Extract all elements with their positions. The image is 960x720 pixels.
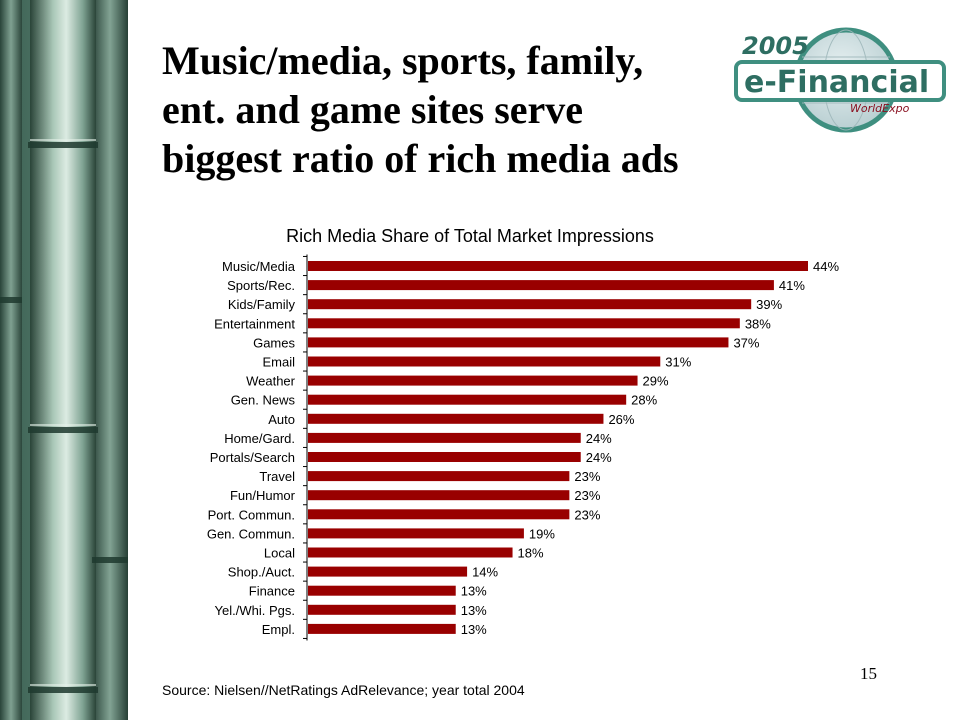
data-label: 13% [461,622,487,637]
category-label: Port. Commun. [208,507,295,522]
category-label: Yel./Whi. Pgs. [215,603,295,618]
slide-title-line: biggest ratio of rich media ads [162,136,679,181]
logo-year: 2005 [742,32,809,60]
category-label: Portals/Search [210,450,295,465]
category-label: Fun/Humor [230,488,296,503]
category-label: Finance [249,584,295,599]
data-label: 31% [665,355,691,370]
bar [308,261,808,271]
data-label: 23% [574,469,600,484]
e-financial-logo: 2005 e-Financial WorldExpo [734,27,946,133]
category-label: Gen. News [231,393,296,408]
category-label: Gen. Commun. [207,526,295,541]
category-label: Sports/Rec. [227,278,295,293]
data-label: 39% [756,297,782,312]
data-label: 23% [574,488,600,503]
rich-media-share-chart: Rich Media Share of Total Market Impress… [207,226,839,641]
data-label: 18% [518,546,544,561]
data-label: 23% [574,507,600,522]
data-label: 19% [529,526,555,541]
data-label: 13% [461,584,487,599]
category-label: Kids/Family [228,297,296,312]
category-label: Travel [259,469,295,484]
bar [308,356,661,367]
source-note: Source: Nielsen//NetRatings AdRelevance;… [162,682,525,698]
bar [308,604,456,615]
category-label: Music/Media [222,259,296,274]
bar [308,490,570,501]
logo-subtitle: WorldExpo [850,102,910,115]
category-label: Email [262,355,295,370]
bar [308,547,513,558]
data-label: 26% [608,412,634,427]
bar [308,509,570,520]
bar [308,432,581,443]
category-label: Weather [246,374,296,389]
bar [308,471,570,482]
data-label: 37% [733,335,759,350]
data-label: 13% [461,603,487,618]
bar [308,566,468,577]
data-label: 24% [586,431,612,446]
bar [308,528,524,539]
data-label: 24% [586,450,612,465]
bar [308,413,604,424]
bar [308,452,581,462]
bar [308,280,774,291]
bar [308,375,638,386]
bamboo-background [0,0,128,720]
category-label: Entertainment [214,316,295,331]
logo-name: e-Financial [744,65,929,100]
bar [308,337,729,348]
category-label: Empl. [262,622,295,637]
data-label: 41% [779,278,805,293]
data-label: 44% [813,259,839,274]
category-label: Games [253,335,295,350]
category-label: Home/Gard. [224,431,295,446]
bar [308,318,740,329]
data-label: 14% [472,565,498,580]
category-label: Shop./Auct. [228,565,295,580]
bar [308,585,456,596]
bar [308,394,627,405]
category-label: Auto [268,412,295,427]
data-label: 28% [631,393,657,408]
slide-title-line: Music/media, sports, family, [162,38,644,83]
data-label: 29% [643,374,669,389]
bar [308,299,752,310]
slide-title: Music/media, sports, family, ent. and ga… [162,36,722,183]
data-label: 38% [745,316,771,331]
chart-title: Rich Media Share of Total Market Impress… [286,226,654,246]
page-number: 15 [860,664,877,683]
category-label: Local [264,546,295,561]
bar [308,623,456,634]
slide-title-line: ent. and game sites serve [162,87,584,132]
